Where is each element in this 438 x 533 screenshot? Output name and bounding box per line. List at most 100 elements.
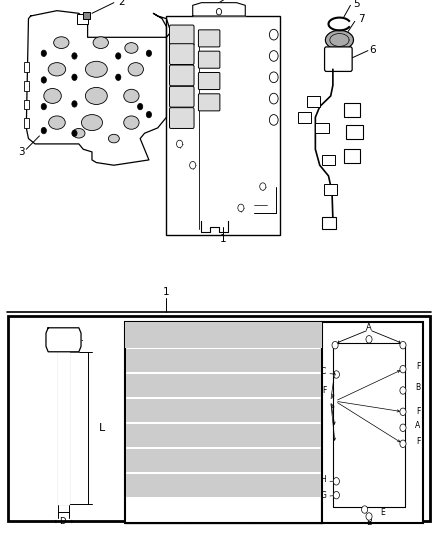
Circle shape (116, 53, 121, 59)
FancyBboxPatch shape (198, 94, 220, 111)
Bar (322, 155, 335, 165)
Text: 10: 10 (215, 380, 227, 390)
Ellipse shape (48, 63, 66, 76)
Ellipse shape (128, 63, 143, 76)
Circle shape (269, 93, 278, 104)
Circle shape (41, 103, 46, 110)
Circle shape (177, 140, 183, 148)
Bar (126, 449, 321, 472)
Polygon shape (58, 352, 69, 402)
Bar (324, 184, 337, 195)
Text: B: B (415, 383, 420, 392)
Circle shape (269, 72, 278, 83)
Text: 7: 7 (358, 14, 365, 23)
Text: ( 6X70 ): ( 6X70 ) (267, 405, 307, 415)
Circle shape (41, 50, 46, 56)
Circle shape (72, 53, 77, 59)
Polygon shape (26, 11, 171, 165)
Ellipse shape (54, 37, 69, 49)
Circle shape (146, 111, 152, 118)
Text: B: B (154, 355, 162, 365)
Circle shape (41, 77, 46, 83)
Circle shape (400, 424, 406, 432)
Circle shape (400, 366, 406, 373)
Bar (344, 103, 360, 117)
Circle shape (400, 408, 406, 416)
Text: B: B (366, 519, 372, 527)
Text: F: F (416, 437, 420, 446)
Bar (24, 100, 29, 109)
Text: 13: 13 (215, 455, 227, 465)
Text: 12: 12 (215, 430, 227, 440)
Ellipse shape (73, 128, 85, 138)
Bar (126, 424, 321, 447)
Bar (24, 81, 29, 91)
Text: F: F (322, 386, 326, 395)
FancyBboxPatch shape (325, 47, 352, 71)
Polygon shape (193, 3, 245, 16)
Bar (315, 123, 328, 133)
Circle shape (366, 336, 372, 343)
Text: H: H (153, 480, 162, 490)
Bar (24, 62, 29, 72)
Text: ( 6X45 ): ( 6X45 ) (267, 480, 307, 490)
Ellipse shape (109, 134, 119, 143)
Text: 6: 6 (369, 45, 376, 54)
Ellipse shape (125, 43, 138, 53)
Text: 11: 11 (215, 405, 227, 415)
Bar (322, 322, 423, 523)
Text: F: F (154, 430, 161, 440)
Circle shape (238, 204, 244, 212)
Bar (8, 316, 430, 521)
Text: 3: 3 (18, 147, 25, 157)
FancyBboxPatch shape (198, 51, 220, 68)
FancyBboxPatch shape (170, 108, 194, 128)
Text: 5: 5 (353, 0, 360, 9)
Circle shape (362, 506, 367, 513)
Bar (344, 149, 360, 163)
Ellipse shape (44, 88, 61, 103)
Text: 1: 1 (163, 287, 170, 296)
Text: 4: 4 (226, 0, 233, 1)
Bar (126, 349, 321, 372)
Bar (126, 399, 321, 422)
Bar (307, 96, 320, 107)
Ellipse shape (85, 87, 107, 104)
Text: E: E (380, 508, 385, 516)
Text: 1: 1 (220, 234, 227, 244)
Text: NO: NO (149, 330, 166, 340)
Circle shape (333, 491, 339, 499)
Bar (298, 112, 311, 123)
Bar (322, 217, 336, 229)
Ellipse shape (85, 61, 107, 77)
Bar (83, 12, 90, 19)
Text: ( 6X75 ): ( 6X75 ) (267, 455, 307, 465)
Text: ( D  X  L): ( D X L) (263, 330, 311, 340)
Text: 9: 9 (218, 355, 224, 365)
Bar (346, 125, 363, 139)
Text: A: A (366, 323, 372, 332)
FancyBboxPatch shape (170, 86, 194, 107)
Circle shape (269, 29, 278, 40)
Circle shape (400, 440, 406, 448)
Circle shape (146, 50, 152, 56)
Bar (126, 474, 321, 497)
Text: G: G (153, 455, 162, 465)
Bar (166, 16, 280, 235)
Text: ( 6X70 ): ( 6X70 ) (267, 330, 307, 340)
Circle shape (72, 130, 77, 136)
Ellipse shape (124, 116, 139, 130)
Circle shape (333, 371, 339, 378)
Bar (77, 14, 88, 24)
Circle shape (260, 183, 266, 190)
Circle shape (138, 103, 143, 110)
Circle shape (216, 9, 222, 15)
Text: C: C (154, 380, 162, 390)
Ellipse shape (124, 89, 139, 102)
Circle shape (400, 342, 406, 349)
Text: F: F (416, 362, 420, 371)
Bar (24, 118, 29, 128)
Text: 14: 14 (215, 480, 227, 490)
Text: L: L (99, 423, 105, 433)
Text: G: G (321, 491, 326, 499)
